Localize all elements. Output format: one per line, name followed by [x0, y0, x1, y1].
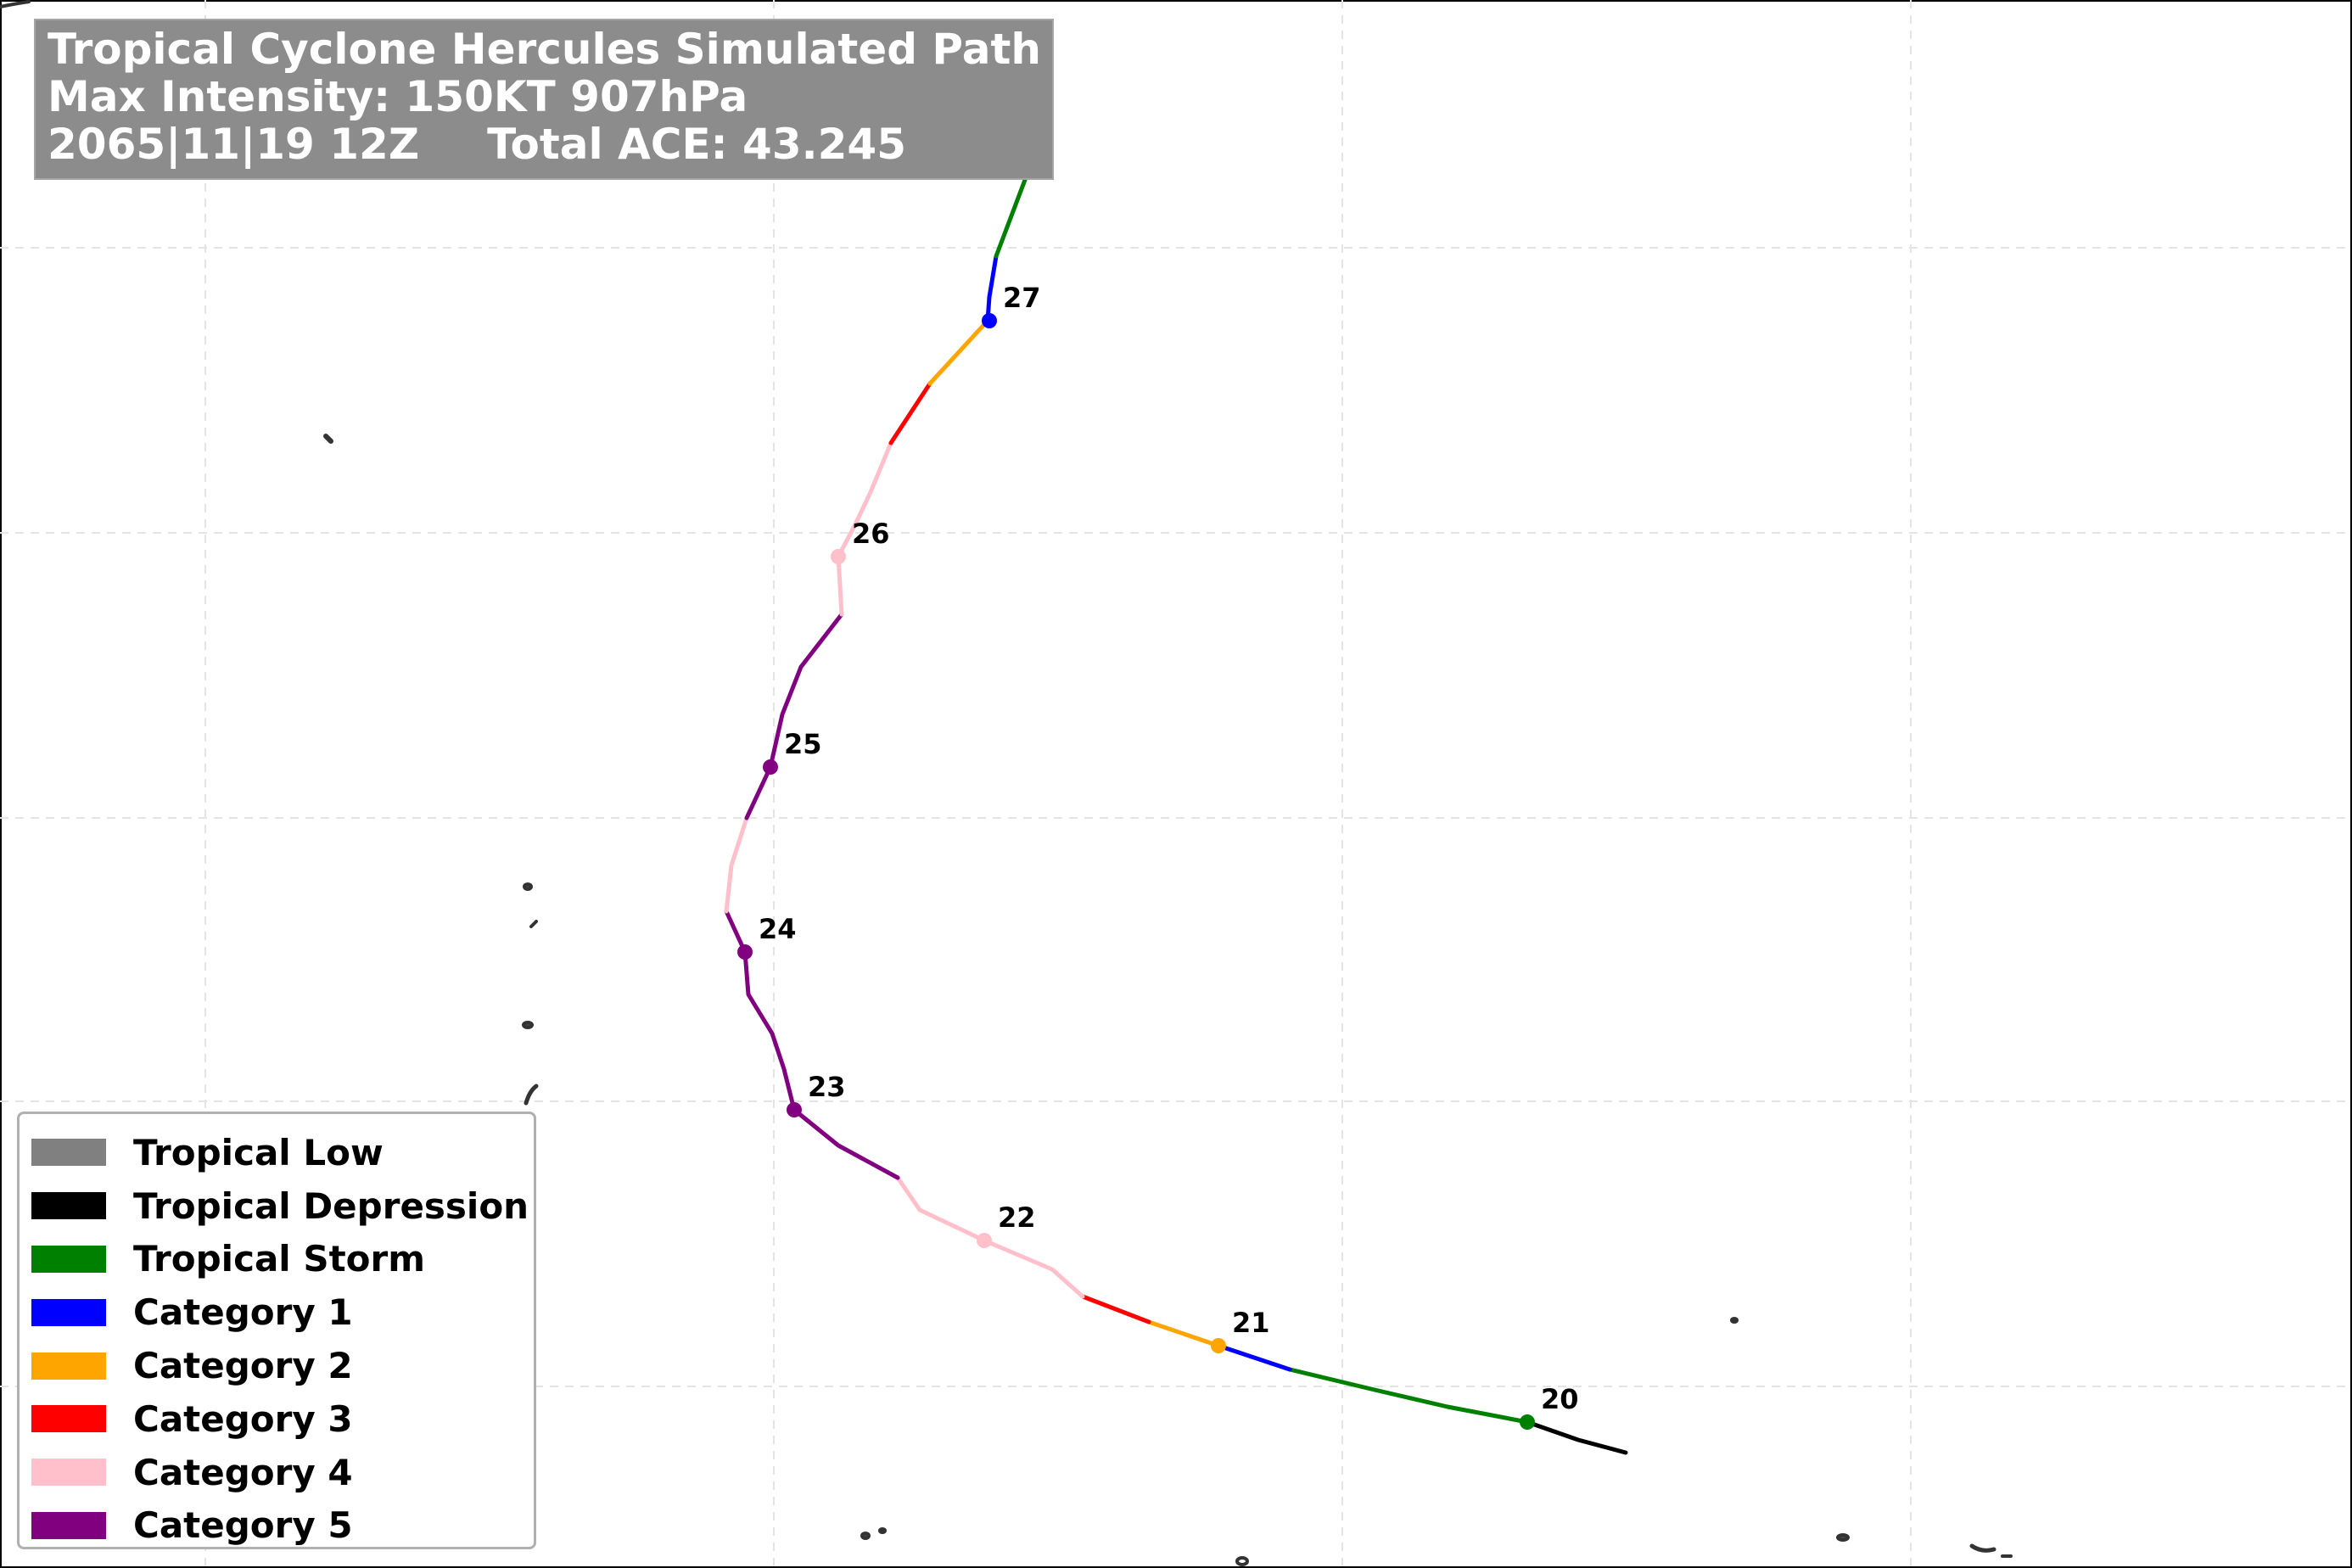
legend-label: Category 3: [133, 1397, 353, 1440]
legend-swatch: [31, 1298, 106, 1326]
day-marker-dot: [787, 1102, 802, 1117]
category-legend: Tropical Low Tropical Depression Tropical …: [17, 1112, 536, 1549]
legend-label: Tropical Low: [133, 1131, 384, 1173]
legend-label: Tropical Depression: [133, 1184, 529, 1227]
title-line-2: Max Intensity: 150KT 907hPa: [48, 72, 748, 121]
legend-item: Category 1: [31, 1285, 522, 1339]
day-marker-dot: [1211, 1338, 1226, 1353]
day-marker-label: 22: [998, 1201, 1036, 1234]
day-marker-label: 21: [1232, 1307, 1270, 1339]
day-markers: 20 21 22 23 24 25 26 27: [737, 282, 1579, 1430]
track-segment: [836, 440, 893, 617]
track-segment: [744, 612, 844, 820]
legend-label: Category 5: [133, 1504, 353, 1547]
legend-swatch: [31, 1405, 106, 1433]
day-marker-dot: [831, 549, 846, 564]
day-marker-dot: [1520, 1414, 1535, 1430]
legend-item: Tropical Low: [31, 1126, 522, 1179]
title-ace: Total ACE: 43.245: [487, 120, 906, 169]
legend-swatch: [31, 1352, 106, 1380]
track-segment: [985, 254, 999, 323]
day-marker-label: 23: [808, 1071, 846, 1103]
track-segment: [1287, 1367, 1530, 1425]
day-marker-dot: [737, 944, 753, 960]
title-line-1: Tropical Cyclone Hercules Simulated Path: [48, 25, 1041, 74]
title-line-3: 2065|11|19 12Z Total ACE: 43.245: [48, 120, 1040, 168]
track-segment: [1216, 1343, 1292, 1372]
day-marker-label: 26: [852, 518, 890, 550]
legend-swatch: [31, 1245, 106, 1273]
legend-swatch: [31, 1192, 106, 1220]
day-marker-dot: [763, 759, 778, 775]
track-segment: [1525, 1420, 1628, 1455]
day-marker-label: 20: [1541, 1383, 1579, 1415]
legend-item: Tropical Storm: [31, 1233, 522, 1286]
legend-label: Category 2: [133, 1345, 353, 1387]
legend-swatch: [31, 1511, 106, 1539]
title-box: Tropical Cyclone Hercules Simulated Path…: [34, 19, 1054, 180]
legend-label: Tropical Storm: [133, 1238, 425, 1280]
day-marker-label: 25: [784, 728, 822, 760]
track-segment: [888, 381, 932, 445]
legend-item: Category 5: [31, 1499, 522, 1553]
legend-label: Category 4: [133, 1451, 353, 1493]
legend-swatch: [31, 1459, 106, 1487]
day-marker-label: 24: [759, 913, 797, 945]
title-date: 2065|11|19 12Z: [48, 120, 420, 169]
day-marker-label: 27: [1003, 282, 1041, 314]
legend-item: Category 2: [31, 1339, 522, 1392]
legend-label: Category 1: [133, 1291, 353, 1334]
day-marker-dot: [982, 313, 997, 328]
storm-track: [724, 111, 1628, 1455]
track-segment: [724, 815, 749, 914]
legend-item: Category 4: [31, 1446, 522, 1499]
track-segment: [927, 318, 990, 386]
legend-swatch: [31, 1139, 106, 1167]
track-segment: [1080, 1294, 1151, 1324]
track-segment: [1146, 1319, 1221, 1348]
legend-item: Tropical Depression: [31, 1179, 529, 1233]
day-marker-dot: [977, 1233, 992, 1248]
legend-item: Category 3: [31, 1392, 522, 1446]
